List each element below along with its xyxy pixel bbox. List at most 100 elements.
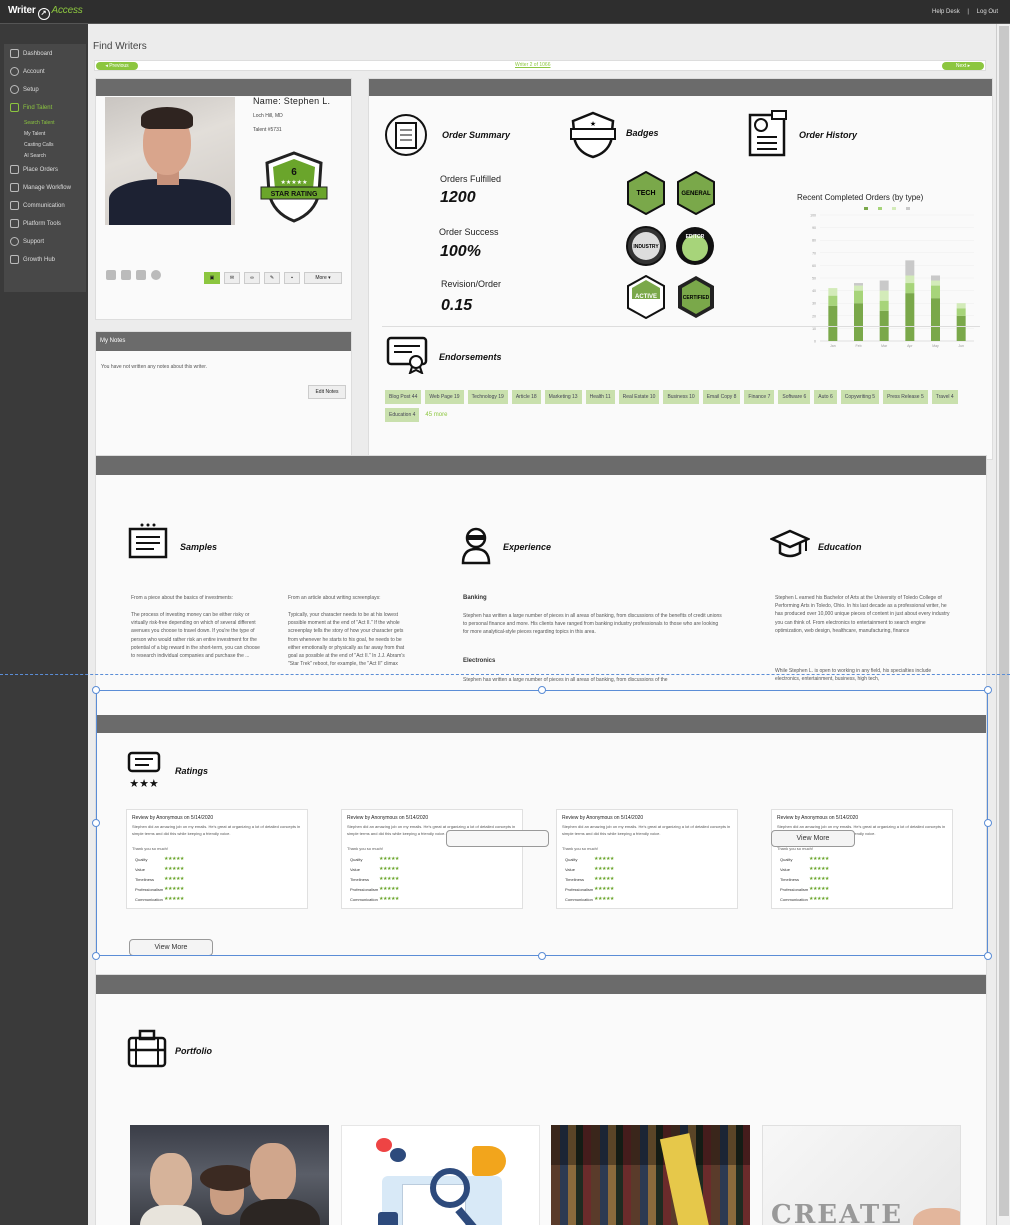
link-icon: ∞ (250, 275, 254, 281)
portfolio-thumbnail[interactable] (551, 1125, 750, 1225)
resize-handle[interactable] (538, 686, 546, 694)
portfolio-thumbnail[interactable] (130, 1125, 329, 1225)
endorsement-tag[interactable]: Education 4 (385, 408, 420, 422)
sidebar-item-communication[interactable]: Communication (10, 201, 65, 210)
sidebar-sub-casting-calls[interactable]: Casting Calls (24, 142, 54, 148)
sidebar-item-setup[interactable]: Setup (10, 85, 39, 94)
x-tick-label: May (932, 344, 939, 348)
endorsement-tag[interactable]: Copywriting 5 (840, 390, 880, 404)
y-tick-label: 0 (814, 340, 816, 344)
endorsement-tag[interactable]: Marketing 13 (544, 390, 582, 404)
endorsement-tag[interactable]: Real Estate 10 (618, 390, 660, 404)
resize-handle[interactable] (538, 952, 546, 960)
communication-stars: ★★★★★ (809, 896, 829, 902)
order-success-value: 100% (440, 243, 481, 260)
info-icon (10, 237, 19, 246)
endorsement-tag[interactable]: Business 10 (663, 390, 699, 404)
endorsement-tag[interactable]: Email Copy 8 (702, 390, 741, 404)
resize-handle[interactable] (984, 686, 992, 694)
value-stars: ★★★★★ (164, 866, 184, 872)
sidebar-item-manage-workflow[interactable]: Manage Workflow (10, 183, 71, 192)
more-dropdown[interactable]: More ▾ (304, 272, 342, 284)
certified-badge: CERTIFIED (678, 276, 714, 318)
writer-talent-id: Talent #5731 (253, 127, 282, 133)
resize-handle[interactable] (984, 952, 992, 960)
endorsement-tag[interactable]: Technology 19 (467, 390, 508, 404)
pager-text[interactable]: Writer 2 of 1066 (515, 62, 551, 68)
bookmark-icon[interactable] (121, 270, 131, 280)
sidebar-sub-my-talent[interactable]: My Talent (24, 131, 46, 137)
sidebar-item-growth-hub[interactable]: Growth Hub (10, 255, 55, 264)
endorsement-tag[interactable]: Travel 4 (931, 390, 958, 404)
cart-icon (10, 165, 19, 174)
y-tick-label: 30 (812, 302, 816, 306)
group-icon[interactable] (136, 270, 146, 280)
sidebar-sub-search-talent[interactable]: Search Talent (24, 120, 55, 126)
svg-text:★: ★ (590, 120, 596, 128)
order-cart-button[interactable]: ▣ (204, 272, 220, 284)
sidebar-item-dashboard[interactable]: Dashboard (10, 49, 52, 58)
svg-text:ACTIVE: ACTIVE (635, 294, 657, 300)
endorsement-tag[interactable]: Health 11 (585, 390, 615, 404)
sidebar-item-platform-tools[interactable]: Platform Tools (10, 219, 61, 228)
sidebar-sub-ai-search[interactable]: AI Search (24, 153, 46, 159)
sidebar-item-account[interactable]: Account (10, 67, 45, 76)
endorsement-tag[interactable]: Software 6 (778, 390, 811, 404)
x-tick-label: Mar (881, 344, 888, 348)
bar-segment (931, 285, 940, 299)
y-tick-label: 80 (812, 239, 816, 243)
portfolio-thumbnail[interactable] (341, 1125, 540, 1225)
previous-button[interactable]: ◂ Previous (96, 62, 138, 70)
review-card: Review by Anonymous on 5/14/2020 Stephen… (771, 809, 953, 909)
delete-button[interactable]: ▪ (284, 272, 300, 284)
resize-handle[interactable] (984, 819, 992, 827)
review-card: Review by Anonymous on 5/14/2020 Stephen… (341, 809, 523, 909)
review-header: Review by Anonymous on 5/14/2020 (347, 815, 429, 821)
next-button[interactable]: Next ▸ (942, 62, 984, 70)
sidebar-item-find-talent[interactable]: Find Talent (10, 103, 52, 112)
y-tick-label: 50 (812, 277, 816, 281)
assign-button[interactable]: ✎ (264, 272, 280, 284)
resize-handle[interactable] (92, 952, 100, 960)
main-content: Find Writers ◂ Previous Writer 2 of 1066… (88, 24, 996, 1225)
bar-segment (956, 308, 966, 316)
experience-electronics-heading: Electronics (463, 658, 496, 664)
sidebar-item-place-orders[interactable]: Place Orders (10, 165, 58, 174)
scrollbar-thumb[interactable] (999, 26, 1009, 1216)
endorsement-tag[interactable]: Auto 6 (814, 390, 837, 404)
resize-handle[interactable] (92, 819, 100, 827)
legend-swatch (906, 207, 910, 210)
logout-link[interactable]: Log Out (976, 9, 998, 15)
vertical-scrollbar[interactable] (996, 24, 1010, 1225)
endorsement-tag[interactable]: Press Release 5 (883, 390, 928, 404)
sample-2-text: Typically, your character needs to be at… (288, 612, 405, 668)
endorsements-more-link[interactable]: 45 more (425, 412, 448, 418)
endorsement-tag[interactable]: Finance 7 (744, 390, 775, 404)
sidebar-item-support[interactable]: Support (10, 237, 44, 246)
endorsement-tag[interactable]: Web Page 19 (425, 390, 464, 404)
professionalism-stars: ★★★★★ (809, 886, 829, 892)
portfolio-thumbnail[interactable]: CREATE (762, 1125, 961, 1225)
y-tick-label: 20 (812, 314, 816, 318)
heart-icon[interactable] (106, 270, 116, 280)
help-desk-link[interactable]: Help Desk (932, 9, 960, 15)
edit-notes-button[interactable]: Edit Notes (308, 385, 346, 399)
review-header: Review by Anonymous on 5/14/2020 (562, 815, 644, 821)
view-more-button-floating[interactable]: View More (771, 830, 855, 847)
x-tick-label: Apr (907, 344, 913, 348)
profile-card-header (96, 79, 351, 96)
resize-handle[interactable] (92, 686, 100, 694)
logo[interactable]: Writer ↗ Access (8, 5, 83, 20)
block-icon[interactable] (151, 270, 161, 280)
top-bar: Writer ↗ Access Help Desk | Log Out (0, 0, 1010, 24)
endorsement-tag[interactable]: Blog Post 44 (385, 390, 422, 404)
link-button[interactable]: ∞ (244, 272, 260, 284)
avatar (105, 97, 235, 225)
experience-icon (461, 527, 491, 565)
endorsement-tag[interactable]: Article 18 (511, 390, 541, 404)
y-tick-label: 70 (812, 251, 816, 255)
svg-text:★★★★★: ★★★★★ (281, 179, 308, 186)
guide-line (0, 674, 1010, 675)
quality-stars: ★★★★★ (594, 856, 614, 862)
message-button[interactable]: ✉ (224, 272, 240, 284)
